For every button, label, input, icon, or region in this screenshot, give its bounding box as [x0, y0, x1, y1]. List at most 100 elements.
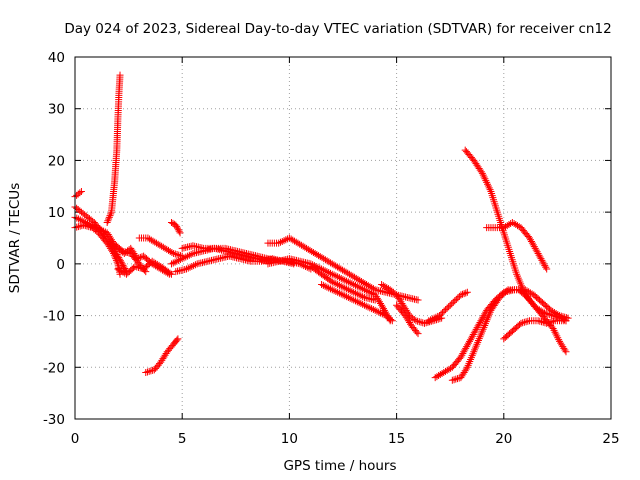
- data-point: [175, 227, 183, 235]
- data-point: [417, 318, 425, 326]
- data-point: [109, 248, 117, 256]
- series-track-mid-g: [318, 281, 396, 325]
- data-point: [503, 287, 511, 295]
- data-point: [548, 318, 556, 326]
- data-point: [517, 319, 525, 327]
- data-point: [346, 294, 354, 302]
- data-point: [445, 303, 453, 311]
- data-point: [337, 282, 345, 290]
- y-tick-label: -10: [43, 309, 65, 325]
- data-point: [330, 279, 338, 287]
- data-point: [341, 276, 349, 284]
- data-point: [178, 255, 186, 263]
- data-point: [182, 253, 190, 261]
- data-point: [544, 310, 552, 318]
- data-point: [437, 310, 445, 318]
- data-point: [335, 289, 343, 297]
- data-point: [554, 313, 562, 321]
- data-point: [344, 293, 352, 301]
- data-point: [330, 271, 338, 279]
- data-point: [346, 287, 354, 295]
- data-point: [185, 251, 193, 259]
- data-point: [550, 317, 558, 325]
- data-point: [335, 274, 343, 282]
- data-point: [276, 238, 284, 246]
- data-point: [364, 303, 372, 311]
- data-point: [343, 285, 351, 293]
- data-point: [359, 285, 367, 293]
- chart-title: Day 024 of 2023, Sidereal Day-to-day VTE…: [64, 21, 611, 37]
- x-tick-label: 15: [388, 431, 405, 447]
- data-point: [542, 263, 550, 271]
- data-point: [415, 318, 423, 326]
- x-tick-label: 20: [495, 431, 512, 447]
- data-point: [534, 317, 542, 325]
- data-point: [176, 229, 184, 237]
- data-point: [482, 177, 490, 185]
- data-point: [110, 251, 118, 259]
- data-point: [366, 288, 374, 296]
- data-point: [173, 223, 181, 231]
- data-point: [116, 71, 124, 79]
- data-point: [180, 254, 188, 262]
- data-point: [454, 294, 462, 302]
- data-point: [191, 261, 199, 269]
- data-point: [103, 218, 111, 226]
- data-point: [98, 226, 106, 234]
- data-point: [343, 277, 351, 285]
- data-point: [359, 293, 367, 301]
- x-axis-label: GPS time / hours: [283, 458, 396, 474]
- data-point: [332, 287, 340, 295]
- data-point: [348, 280, 356, 288]
- data-point: [355, 283, 363, 291]
- data-point: [414, 330, 422, 338]
- data-point: [541, 309, 549, 317]
- data-point: [106, 212, 114, 220]
- data-point: [172, 221, 180, 229]
- data-point: [483, 178, 491, 186]
- data-point: [169, 259, 177, 267]
- series-track-early-f: [114, 257, 175, 278]
- data-point: [463, 288, 471, 296]
- data-point: [344, 286, 352, 294]
- series-track-spike: [103, 71, 124, 226]
- y-tick-label: 20: [48, 153, 65, 169]
- data-point: [96, 225, 104, 233]
- data-point: [82, 218, 90, 226]
- data-point: [321, 282, 329, 290]
- data-point: [169, 219, 177, 227]
- data-point: [85, 220, 93, 228]
- data-point: [414, 296, 422, 304]
- data-point: [112, 256, 120, 264]
- data-point: [73, 214, 81, 222]
- data-point: [145, 367, 153, 375]
- data-point: [543, 265, 551, 273]
- data-point: [353, 298, 361, 306]
- data-point: [362, 302, 370, 310]
- data-point: [368, 289, 376, 297]
- data-point: [134, 263, 142, 271]
- data-point: [448, 376, 456, 384]
- data-point: [77, 187, 85, 195]
- data-point: [94, 225, 102, 233]
- x-tick-label: 25: [602, 431, 619, 447]
- data-point: [74, 223, 82, 231]
- data-point: [131, 262, 139, 270]
- data-point: [138, 265, 146, 273]
- data-point: [76, 222, 84, 230]
- series-track-late-f: [500, 317, 570, 343]
- data-point: [190, 262, 198, 270]
- data-point: [428, 315, 436, 323]
- plot-frame: [74, 56, 612, 420]
- data-point: [362, 287, 370, 295]
- data-point: [375, 308, 383, 316]
- data-point: [326, 269, 334, 277]
- data-point: [484, 180, 492, 188]
- data-point: [378, 310, 386, 318]
- data-point: [290, 260, 298, 268]
- data-point: [359, 300, 367, 308]
- data-point: [339, 275, 347, 283]
- data-point: [451, 297, 459, 305]
- data-point: [135, 254, 143, 262]
- data-point: [462, 365, 470, 373]
